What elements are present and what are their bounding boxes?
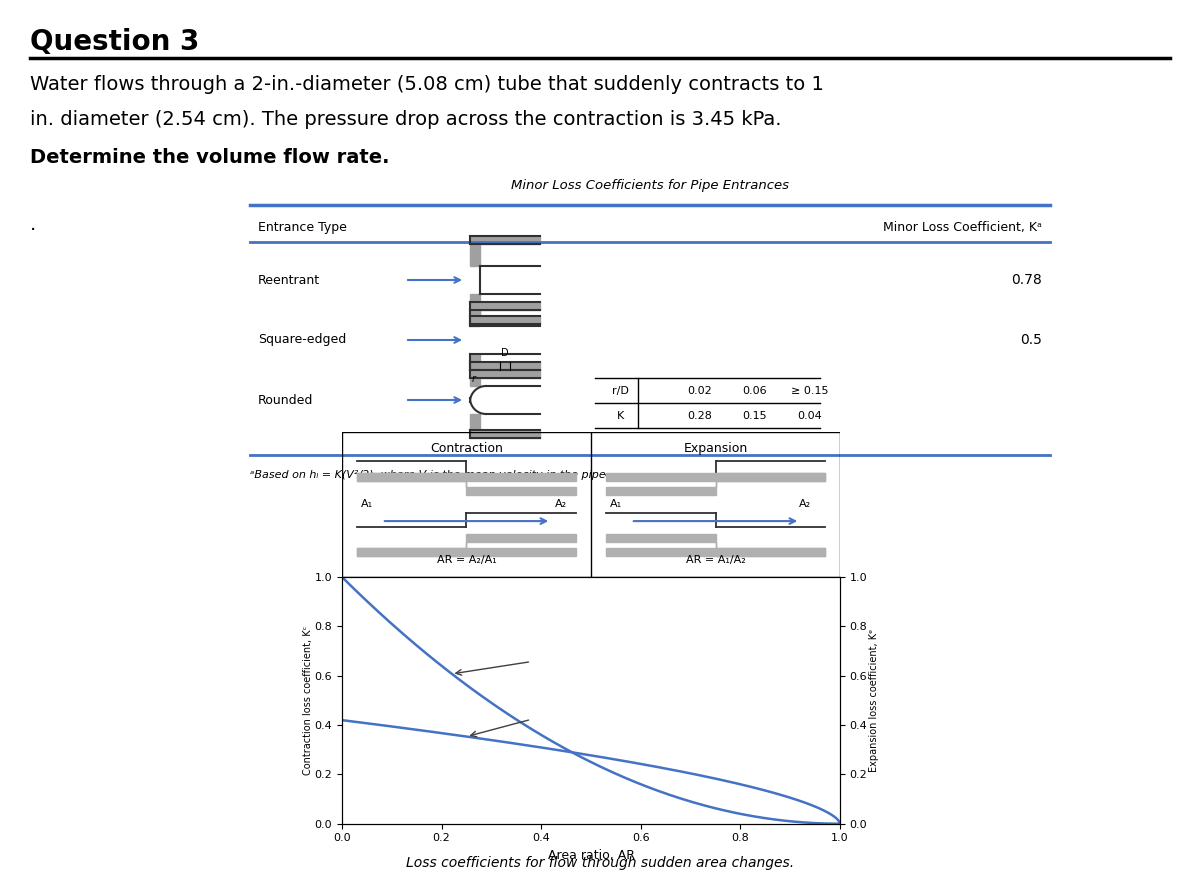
Bar [470, 354, 480, 370]
Text: Question 3: Question 3 [30, 28, 199, 56]
Bar [470, 414, 480, 430]
Bar [470, 370, 480, 386]
Text: 0.15: 0.15 [743, 411, 767, 421]
Text: 0.04: 0.04 [798, 411, 822, 421]
Bar [606, 548, 826, 557]
Bar [606, 473, 826, 481]
Y-axis label: Expansion loss coefficient, Kᵉ: Expansion loss coefficient, Kᵉ [869, 629, 878, 772]
Text: Rounded: Rounded [258, 394, 313, 406]
Text: r/D: r/D [612, 386, 629, 396]
Bar [470, 362, 540, 370]
Bar [470, 302, 540, 310]
Text: ≥ 0.15: ≥ 0.15 [791, 386, 829, 396]
Text: Reentrant: Reentrant [258, 273, 320, 286]
Bar [470, 310, 480, 326]
Text: A₂: A₂ [799, 500, 811, 509]
Text: 0.02: 0.02 [688, 386, 713, 396]
Bar [356, 548, 576, 557]
Bar [470, 244, 480, 266]
Text: Minor Loss Coefficients for Pipe Entrances: Minor Loss Coefficients for Pipe Entranc… [511, 179, 790, 192]
Text: D: D [502, 348, 509, 358]
Bar [470, 430, 540, 438]
Y-axis label: Contraction loss coefficient, Kᶜ: Contraction loss coefficient, Kᶜ [304, 626, 313, 775]
Text: A₁: A₁ [610, 500, 622, 509]
Bar [356, 473, 576, 481]
Polygon shape [356, 473, 576, 495]
Text: 0.28: 0.28 [688, 411, 713, 421]
Bar [470, 294, 480, 316]
Text: Determine the volume flow rate.: Determine the volume flow rate. [30, 148, 390, 167]
Bar [470, 370, 540, 378]
Text: Contraction: Contraction [430, 442, 503, 455]
Text: ᵃBased on hₗ = K(V²/2), where V is the mean velocity in the pipe.: ᵃBased on hₗ = K(V²/2), where V is the m… [250, 470, 610, 480]
Text: Water flows through a 2-in.-diameter (5.08 cm) tube that suddenly contracts to 1: Water flows through a 2-in.-diameter (5.… [30, 75, 824, 94]
Text: r: r [472, 374, 476, 384]
Text: 0.5: 0.5 [1020, 333, 1042, 347]
Text: Square-edged: Square-edged [258, 334, 347, 346]
Text: in. diameter (2.54 cm). The pressure drop across the contraction is 3.45 kPa.: in. diameter (2.54 cm). The pressure dro… [30, 110, 781, 129]
Bar [470, 236, 540, 244]
Text: 0.06: 0.06 [743, 386, 767, 396]
Text: 0.78: 0.78 [1012, 273, 1042, 287]
Text: A₂: A₂ [556, 500, 568, 509]
Text: .: . [30, 215, 36, 234]
Text: AR = A₂/A₁: AR = A₂/A₁ [437, 554, 497, 565]
Polygon shape [606, 473, 826, 495]
Polygon shape [356, 534, 576, 557]
Polygon shape [606, 534, 826, 557]
Text: AR = A₁/A₂: AR = A₁/A₂ [685, 554, 745, 565]
Text: K: K [617, 411, 624, 421]
Text: Expansion: Expansion [683, 442, 748, 455]
Text: Entrance Type: Entrance Type [258, 221, 347, 234]
Text: Loss coefficients for flow through sudden area changes.: Loss coefficients for flow through sudde… [406, 856, 794, 870]
X-axis label: Area ratio, AR: Area ratio, AR [547, 849, 635, 862]
Bar [470, 316, 540, 324]
Text: Minor Loss Coefficient, Kᵃ: Minor Loss Coefficient, Kᵃ [883, 221, 1042, 234]
Text: A₁: A₁ [361, 500, 373, 509]
